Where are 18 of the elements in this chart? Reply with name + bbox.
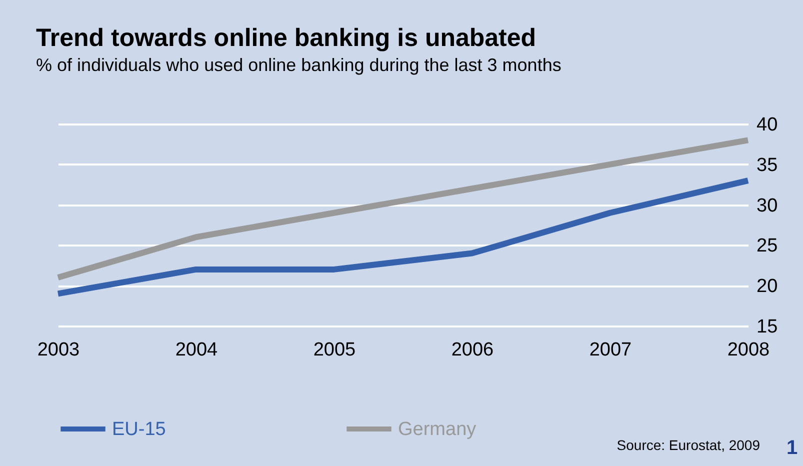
text: 1 xyxy=(786,437,798,459)
y-tick-label: 20 xyxy=(756,276,778,298)
chart-subtitle: % of individuals who used online banking during the last 3 months xyxy=(36,55,562,75)
y-tick-label: 35 xyxy=(756,154,778,176)
source-note: Source: Eurostat, 2009 xyxy=(616,437,760,453)
y-tick-label: 30 xyxy=(756,195,778,216)
x-tick-label: 2008 xyxy=(727,340,770,360)
legend-label: EU-15 xyxy=(112,419,166,440)
x-tick-label: 2003 xyxy=(37,340,80,360)
legend-label: Germany xyxy=(398,419,477,440)
x-tick-label: 2007 xyxy=(589,340,632,360)
x-tick-label: 2006 xyxy=(451,340,494,360)
y-tick-label: 25 xyxy=(756,236,778,257)
x-tick-label: 2005 xyxy=(313,340,356,360)
x-tick-label: 2004 xyxy=(175,340,218,360)
chart-title: Trend towards online banking is unabated xyxy=(36,24,536,52)
y-tick-label: 40 xyxy=(756,114,778,136)
y-tick-label: 15 xyxy=(756,316,778,338)
